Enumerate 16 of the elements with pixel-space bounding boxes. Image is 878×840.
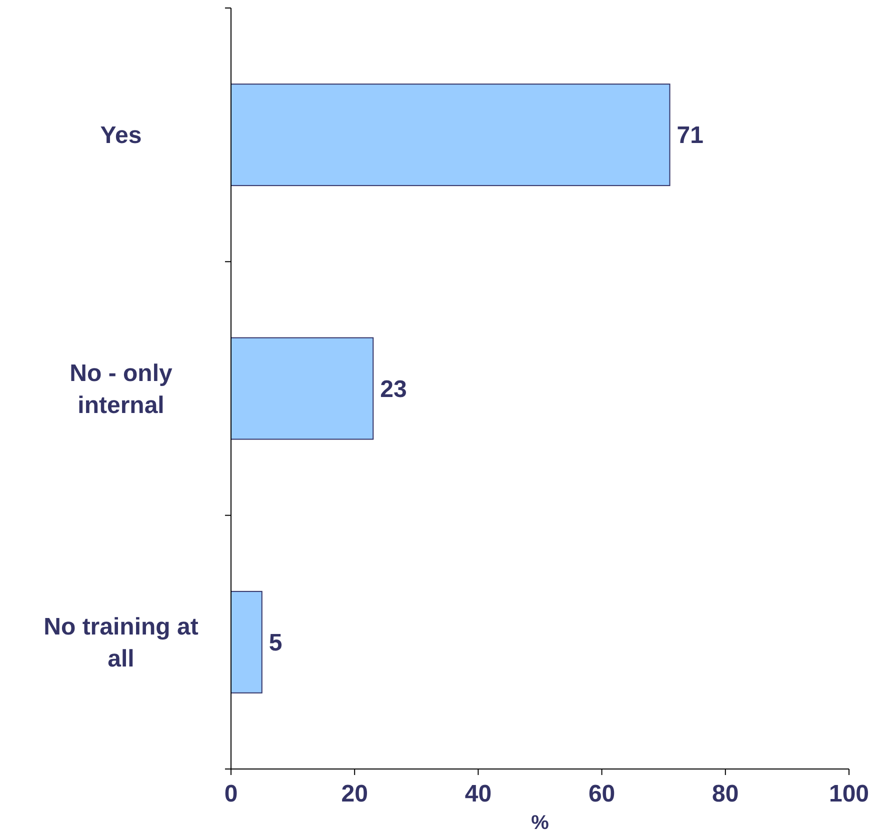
data-label: 71 xyxy=(676,122,704,150)
x-axis-title: % xyxy=(531,812,550,834)
data-label: 5 xyxy=(268,630,282,657)
bar xyxy=(230,590,262,694)
x-tick-label: 20 xyxy=(341,780,368,808)
x-tick-label: 60 xyxy=(588,780,616,808)
data-label: 23 xyxy=(380,376,407,403)
y-tick-label: Yes xyxy=(100,122,142,150)
y-tick-label: No training at all xyxy=(44,614,198,673)
bar xyxy=(230,337,374,440)
x-tick-label: 0 xyxy=(224,780,238,808)
x-tick-label: 80 xyxy=(712,780,739,808)
y-tick-label: No - only internal xyxy=(70,360,173,419)
x-tick-label: 100 xyxy=(828,780,870,808)
x-tick-label: 40 xyxy=(464,780,492,808)
bar xyxy=(230,84,670,186)
